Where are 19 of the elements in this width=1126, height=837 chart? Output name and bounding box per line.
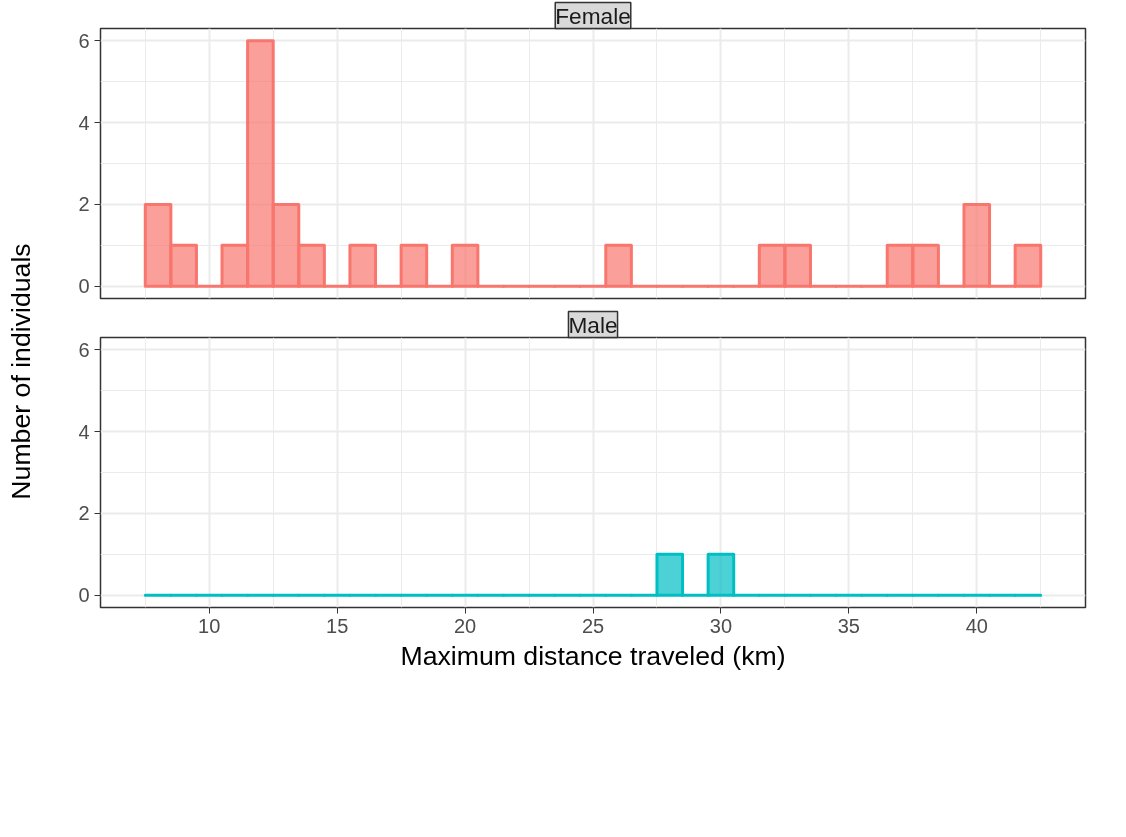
x-tick-label: 25: [581, 614, 605, 637]
x-tick-label: 30: [709, 614, 733, 637]
x-axis-title: Maximum distance traveled (km): [400, 640, 786, 671]
y-tick-label: 0: [78, 275, 90, 298]
y-tick-label: 6: [78, 338, 90, 361]
x-tick-label: 15: [326, 614, 349, 637]
x-tick-label: 10: [198, 614, 221, 637]
y-axis-title: Number of individuals: [5, 243, 36, 500]
y-tick-label: 6: [78, 29, 90, 52]
x-tick-label: 40: [965, 614, 988, 637]
y-tick-label: 2: [78, 502, 90, 525]
y-tick-label: 0: [78, 584, 90, 607]
y-tick-label: 4: [78, 420, 90, 443]
chart-title: Female: [555, 2, 631, 29]
x-tick-label: 35: [837, 614, 860, 637]
x-tick-label: 20: [453, 614, 477, 637]
y-tick-label: 2: [78, 193, 90, 216]
y-tick-label: 4: [78, 111, 90, 134]
chart-title: Male: [568, 311, 618, 338]
